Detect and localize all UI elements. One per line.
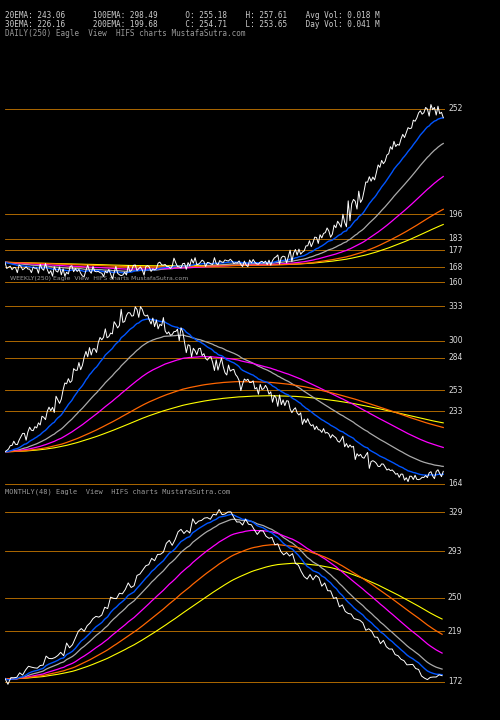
- Text: 284: 284: [448, 353, 463, 362]
- Text: 293: 293: [448, 546, 462, 556]
- Text: 177: 177: [448, 246, 463, 255]
- Text: 252: 252: [448, 104, 463, 113]
- Text: 300: 300: [448, 336, 463, 346]
- Text: 233: 233: [448, 407, 463, 415]
- Text: 196: 196: [448, 210, 463, 219]
- Text: WEEKLY(250) Eagle  View  HIFS charts MustafaSutra.com: WEEKLY(250) Eagle View HIFS charts Musta…: [10, 276, 188, 281]
- Text: 250: 250: [448, 593, 462, 602]
- Text: 219: 219: [448, 626, 462, 636]
- Text: 253: 253: [448, 386, 463, 395]
- Text: 172: 172: [448, 678, 462, 686]
- Text: 20EMA: 243.06      100EMA: 298.49      O: 255.18    H: 257.61    Avg Vol: 0.018 : 20EMA: 243.06 100EMA: 298.49 O: 255.18 H…: [5, 11, 380, 20]
- Text: DAILY(250) Eagle  View  HIFS charts MustafaSutra.com: DAILY(250) Eagle View HIFS charts Mustaf…: [5, 29, 246, 38]
- Text: 333: 333: [448, 302, 463, 310]
- Text: 164: 164: [448, 480, 463, 488]
- Text: 329: 329: [448, 508, 462, 517]
- Text: 183: 183: [448, 234, 463, 243]
- Text: MONTHLY(48) Eagle  View  HIFS charts MustafaSutra.com: MONTHLY(48) Eagle View HIFS charts Musta…: [5, 488, 230, 495]
- Text: 168: 168: [448, 263, 463, 271]
- Text: 30EMA: 226.16      200EMA: 199.68      C: 254.71    L: 253.65    Day Vol: 0.041 : 30EMA: 226.16 200EMA: 199.68 C: 254.71 L…: [5, 19, 380, 29]
- Text: 160: 160: [448, 278, 463, 287]
